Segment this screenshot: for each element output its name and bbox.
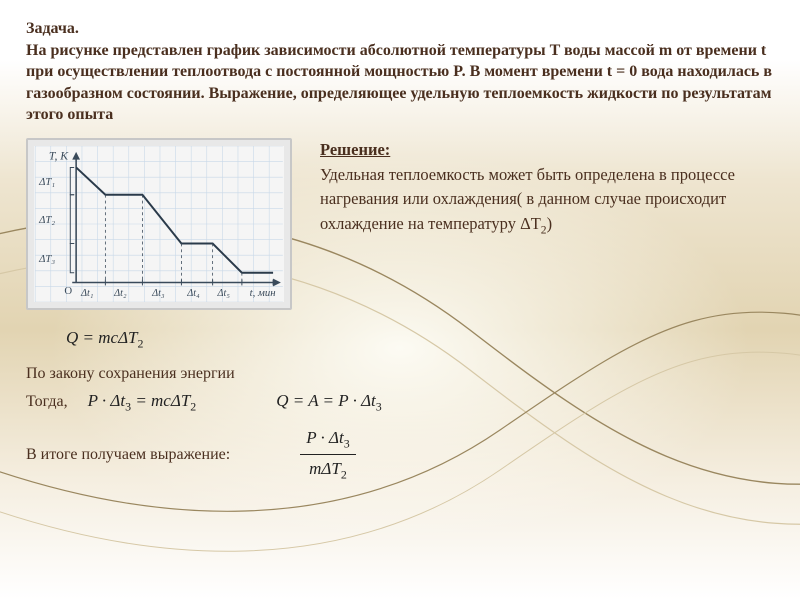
formula-q2: Q = A = P · Δt3 bbox=[276, 387, 381, 417]
svg-text:ΔT₃: ΔT₃ bbox=[38, 253, 55, 265]
final-label: В итоге получаем выражение: bbox=[26, 441, 230, 468]
eq3-mid: = mcΔT bbox=[131, 391, 190, 410]
solution-text: Удельная теплоемкость может быть определ… bbox=[320, 165, 735, 234]
derivation-block: Q = mcΔT2 По закону сохранения энергии Т… bbox=[26, 324, 774, 485]
formula-q1-text: Q = mcΔT bbox=[66, 328, 138, 347]
eq3-right-sub: 2 bbox=[190, 399, 196, 413]
frac-den-sub: 2 bbox=[341, 467, 347, 481]
graph-container: T, K t, мин O ΔT₁ ΔT₂ ΔT₃ Δt₁ Δt₂ Δt₃ Δt₄ Δt₅ bbox=[26, 138, 292, 310]
frac-den: mΔT bbox=[309, 459, 341, 478]
then-row: Тогда, P · Δt3 = mcΔT2 Q = A = P · Δt3 bbox=[26, 387, 774, 417]
final-fraction: P · Δt3 mΔT2 bbox=[300, 424, 355, 484]
slide-content: Задача. На рисунке представлен график за… bbox=[0, 0, 800, 495]
svg-text:Δt₂: Δt₂ bbox=[113, 288, 127, 299]
svg-text:Δt₃: Δt₃ bbox=[151, 288, 165, 299]
formula-q2-text: Q = A = P · Δt bbox=[276, 391, 376, 410]
formula-q2-sub: 3 bbox=[376, 399, 382, 413]
problem-text: На рисунке представлен график зависимост… bbox=[26, 42, 772, 124]
formula-q1-sub: 2 bbox=[138, 336, 144, 350]
problem-statement: Задача. На рисунке представлен график за… bbox=[26, 18, 774, 126]
svg-text:Δt₄: Δt₄ bbox=[186, 288, 200, 299]
solution-tail: ) bbox=[547, 214, 553, 233]
graph-inner: T, K t, мин O ΔT₁ ΔT₂ ΔT₃ Δt₁ Δt₂ Δt₃ Δt₄ Δt₅ bbox=[34, 146, 284, 302]
problem-title: Задача. bbox=[26, 20, 79, 37]
frac-num-sub: 3 bbox=[344, 437, 350, 451]
svg-text:O: O bbox=[64, 285, 72, 297]
svg-text:Δt₅: Δt₅ bbox=[216, 288, 230, 299]
svg-text:Δt₁: Δt₁ bbox=[80, 288, 93, 299]
then-label: Тогда, bbox=[26, 393, 68, 410]
conservation-label: По закону сохранения энергии bbox=[26, 360, 774, 387]
graph-svg: T, K t, мин O ΔT₁ ΔT₂ ΔT₃ Δt₁ Δt₂ Δt₃ Δt₄ Δt₅ bbox=[34, 146, 284, 302]
frac-num: P · Δt bbox=[306, 428, 344, 447]
svg-text:ΔT₁: ΔT₁ bbox=[38, 176, 55, 188]
svg-text:T, K: T, K bbox=[49, 150, 69, 163]
svg-text:t, мин: t, мин bbox=[250, 287, 276, 299]
svg-text:ΔT₂: ΔT₂ bbox=[38, 214, 55, 226]
final-row: В итоге получаем выражение: P · Δt3 mΔT2 bbox=[26, 424, 774, 484]
formula-eq3: P · Δt3 = mcΔT2 bbox=[88, 391, 197, 410]
eq3-left: P · Δt bbox=[88, 391, 126, 410]
formula-q1: Q = mcΔT2 bbox=[66, 324, 774, 354]
solution-block: Решение: Удельная теплоемкость может быт… bbox=[320, 138, 774, 240]
graph-and-solution-row: T, K t, мин O ΔT₁ ΔT₂ ΔT₃ Δt₁ Δt₂ Δt₃ Δt₄ Δt₅ Реше… bbox=[26, 138, 774, 310]
solution-heading: Решение: bbox=[320, 140, 390, 159]
